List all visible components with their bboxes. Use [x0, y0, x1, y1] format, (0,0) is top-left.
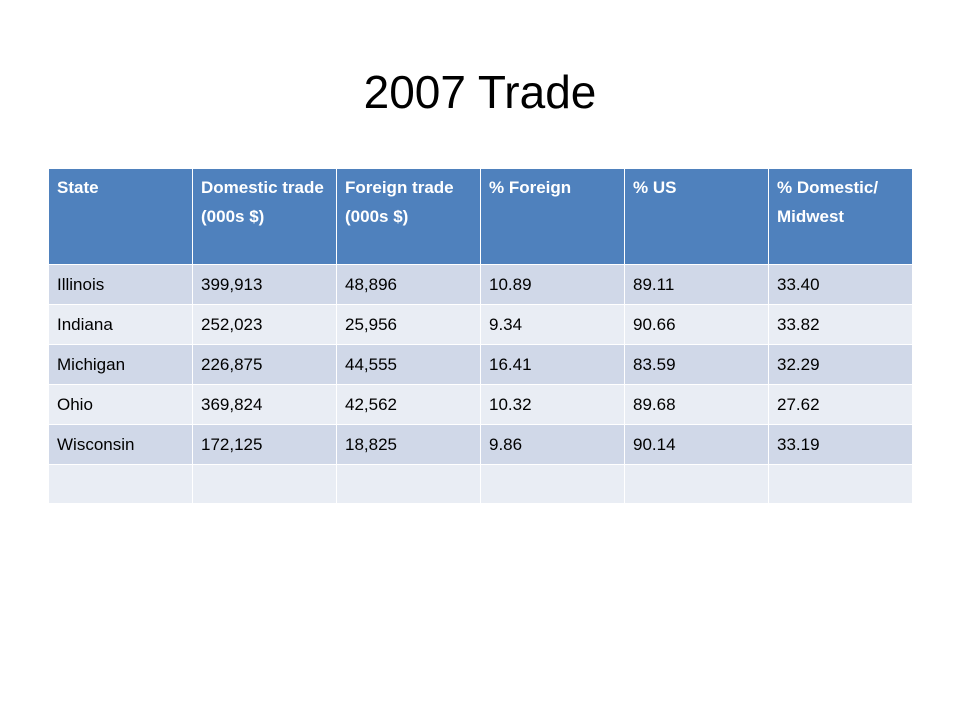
value-cell: 25,956 [336, 304, 481, 345]
column-header: % Domestic/ Midwest [768, 168, 913, 265]
column-header: % Foreign [480, 168, 625, 265]
data-table: State Domestic trade (000s $) Foreign trad… [48, 168, 913, 504]
empty-cell [624, 464, 769, 504]
empty-cell [48, 464, 193, 504]
table-row: Ohio 369,824 42,562 10.32 89.68 27.62 [48, 384, 913, 425]
value-cell: 44,555 [336, 344, 481, 385]
value-cell: 369,824 [192, 384, 337, 425]
empty-cell [192, 464, 337, 504]
column-header: % US [624, 168, 769, 265]
state-cell: Wisconsin [48, 424, 193, 465]
table-row: Indiana 252,023 25,956 9.34 90.66 33.82 [48, 304, 913, 345]
state-cell: Ohio [48, 384, 193, 425]
empty-cell [480, 464, 625, 504]
value-cell: 9.86 [480, 424, 625, 465]
empty-cell [768, 464, 913, 504]
table-body: Illinois 399,913 48,896 10.89 89.11 33.40 Indi… [48, 264, 913, 504]
column-header: State [48, 168, 193, 265]
value-cell: 32.29 [768, 344, 913, 385]
value-cell: 90.66 [624, 304, 769, 345]
value-cell: 252,023 [192, 304, 337, 345]
value-cell: 172,125 [192, 424, 337, 465]
value-cell: 18,825 [336, 424, 481, 465]
state-cell: Michigan [48, 344, 193, 385]
value-cell: 399,913 [192, 264, 337, 305]
value-cell: 48,896 [336, 264, 481, 305]
state-cell: Illinois [48, 264, 193, 305]
table-row: Wisconsin 172,125 18,825 9.86 90.14 33.19 [48, 424, 913, 465]
table-row: Michigan 226,875 44,555 16.41 83.59 32.29 [48, 344, 913, 385]
value-cell: 10.89 [480, 264, 625, 305]
slide-title: 2007 Trade [363, 66, 597, 118]
value-cell: 226,875 [192, 344, 337, 385]
value-cell: 89.68 [624, 384, 769, 425]
value-cell: 42,562 [336, 384, 481, 425]
value-cell: 33.40 [768, 264, 913, 305]
column-header: Domestic trade (000s $) [192, 168, 337, 265]
table-row: Illinois 399,913 48,896 10.89 89.11 33.40 [48, 264, 913, 305]
state-cell: Indiana [48, 304, 193, 345]
column-header: Foreign trade (000s $) [336, 168, 481, 265]
value-cell: 33.82 [768, 304, 913, 345]
value-cell: 90.14 [624, 424, 769, 465]
value-cell: 27.62 [768, 384, 913, 425]
empty-row [48, 464, 913, 504]
value-cell: 89.11 [624, 264, 769, 305]
value-cell: 83.59 [624, 344, 769, 385]
header-row: State Domestic trade (000s $) Foreign trad… [48, 168, 913, 265]
value-cell: 16.41 [480, 344, 625, 385]
value-cell: 9.34 [480, 304, 625, 345]
value-cell: 10.32 [480, 384, 625, 425]
value-cell: 33.19 [768, 424, 913, 465]
empty-cell [336, 464, 481, 504]
